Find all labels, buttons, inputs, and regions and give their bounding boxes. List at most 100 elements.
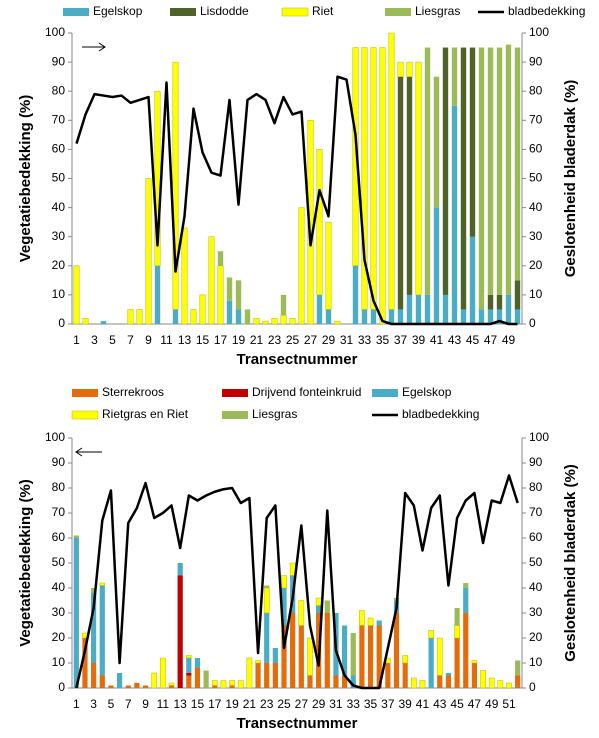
y2-tick-label: 60	[529, 530, 543, 544]
y2-tick-label: 80	[529, 480, 543, 494]
bar-segment	[367, 625, 374, 688]
x-tick-label: 47	[468, 697, 482, 711]
bar-segment	[235, 309, 242, 324]
bar-segment	[496, 309, 503, 324]
x-tick-label: 17	[208, 697, 222, 711]
bar-segment	[262, 320, 269, 325]
x-tick-label: 37	[394, 333, 408, 347]
bar-segment	[117, 673, 123, 688]
x-tick-label: 45	[450, 697, 464, 711]
y2-axis-title: Geslotenheid bladerdak (%)	[562, 464, 579, 662]
bar-segment	[334, 320, 341, 325]
x-tick-label: 5	[109, 333, 116, 347]
x-tick-label: 21	[243, 697, 257, 711]
bar-segment	[436, 637, 443, 676]
bar-segment	[463, 583, 469, 588]
bar-segment	[496, 47, 503, 295]
bar-segment	[82, 638, 88, 688]
bar-segment	[99, 582, 106, 586]
bar-segment	[433, 207, 440, 324]
legend-label: Riet	[312, 4, 334, 18]
bar-segment	[442, 294, 449, 324]
bar-segment	[451, 47, 458, 106]
x-tick-label: 41	[416, 697, 430, 711]
bar-segment	[460, 47, 467, 310]
bar-segment	[419, 680, 426, 689]
bar-segment	[370, 47, 377, 310]
y-tick-label: 10	[52, 287, 66, 301]
arrow-right	[82, 42, 106, 52]
x-tick-label: 47	[484, 333, 498, 347]
y-tick-label: 90	[52, 455, 66, 469]
bar-segment	[402, 663, 408, 688]
bar-segment	[186, 675, 192, 688]
bar-segment	[237, 680, 244, 689]
bar-segment	[361, 309, 368, 324]
bar-segment	[487, 309, 494, 324]
x-tick-label: 25	[277, 697, 291, 711]
x-tick-label: 33	[347, 697, 361, 711]
bar-segment	[325, 309, 332, 324]
bar-segment	[385, 663, 391, 688]
bar-segment	[271, 317, 278, 325]
bar-segment	[454, 625, 460, 639]
bar-segment	[397, 61, 404, 77]
bar-segment	[315, 597, 322, 606]
legend-label: Sterrekroos	[102, 385, 164, 399]
bar-segment	[125, 685, 131, 688]
bar-segment	[367, 617, 374, 626]
bar-segment	[181, 227, 188, 325]
bar-segment	[424, 294, 431, 324]
y-tick-label: 80	[52, 83, 66, 97]
y-tick-label: 0	[58, 680, 65, 694]
bar-segment	[194, 658, 201, 668]
bar-segment	[244, 309, 251, 324]
x-tick-label: 9	[142, 697, 149, 711]
bar-segment	[177, 563, 183, 576]
bar-segment	[460, 309, 467, 324]
x-tick-label: 23	[268, 333, 282, 347]
bar-segment	[333, 675, 339, 688]
bar-segment	[220, 680, 227, 689]
bar-segment	[325, 221, 332, 310]
x-tick-label: 25	[286, 333, 300, 347]
bar-segment	[497, 680, 504, 689]
bar-segment	[91, 663, 97, 688]
bar-segment	[478, 47, 485, 310]
bar-segment	[168, 682, 175, 686]
legend-swatch	[63, 8, 89, 16]
arrow-left	[75, 447, 102, 457]
x-tick-label: 7	[127, 333, 134, 347]
bar-segment	[469, 47, 476, 237]
legend-swatch	[71, 410, 99, 420]
bar-segment	[406, 294, 413, 324]
bar-segment	[142, 685, 149, 688]
bar-segment	[82, 317, 89, 325]
y2-tick-label: 100	[529, 430, 549, 444]
x-tick-label: 35	[376, 333, 390, 347]
legend-label: bladbedekking	[508, 4, 585, 18]
bar-segment	[428, 630, 434, 639]
bar-segment	[229, 680, 235, 686]
legend-label: Liesgras	[415, 4, 460, 18]
bar-segment	[514, 309, 521, 324]
bar-segment	[199, 294, 206, 325]
bar-segment	[397, 76, 404, 310]
bar-segment	[361, 47, 368, 310]
x-tick-label: 37	[381, 697, 395, 711]
bar-segment	[515, 675, 521, 688]
x-tick-label: 45	[466, 333, 480, 347]
legend-label: Lisdodde	[200, 4, 249, 18]
bar-segment	[172, 61, 179, 310]
bar-segment	[73, 265, 80, 325]
x-tick-label: 13	[178, 333, 192, 347]
bar-segment	[226, 277, 233, 301]
bar-segment	[263, 587, 270, 614]
y2-tick-label: 60	[529, 142, 543, 156]
bar-segment	[376, 620, 382, 626]
bar-segment	[433, 76, 440, 208]
bar-segment	[487, 47, 494, 295]
x-tick-label: 29	[312, 697, 326, 711]
bar-segment	[307, 637, 313, 676]
bar-segment	[134, 683, 140, 688]
